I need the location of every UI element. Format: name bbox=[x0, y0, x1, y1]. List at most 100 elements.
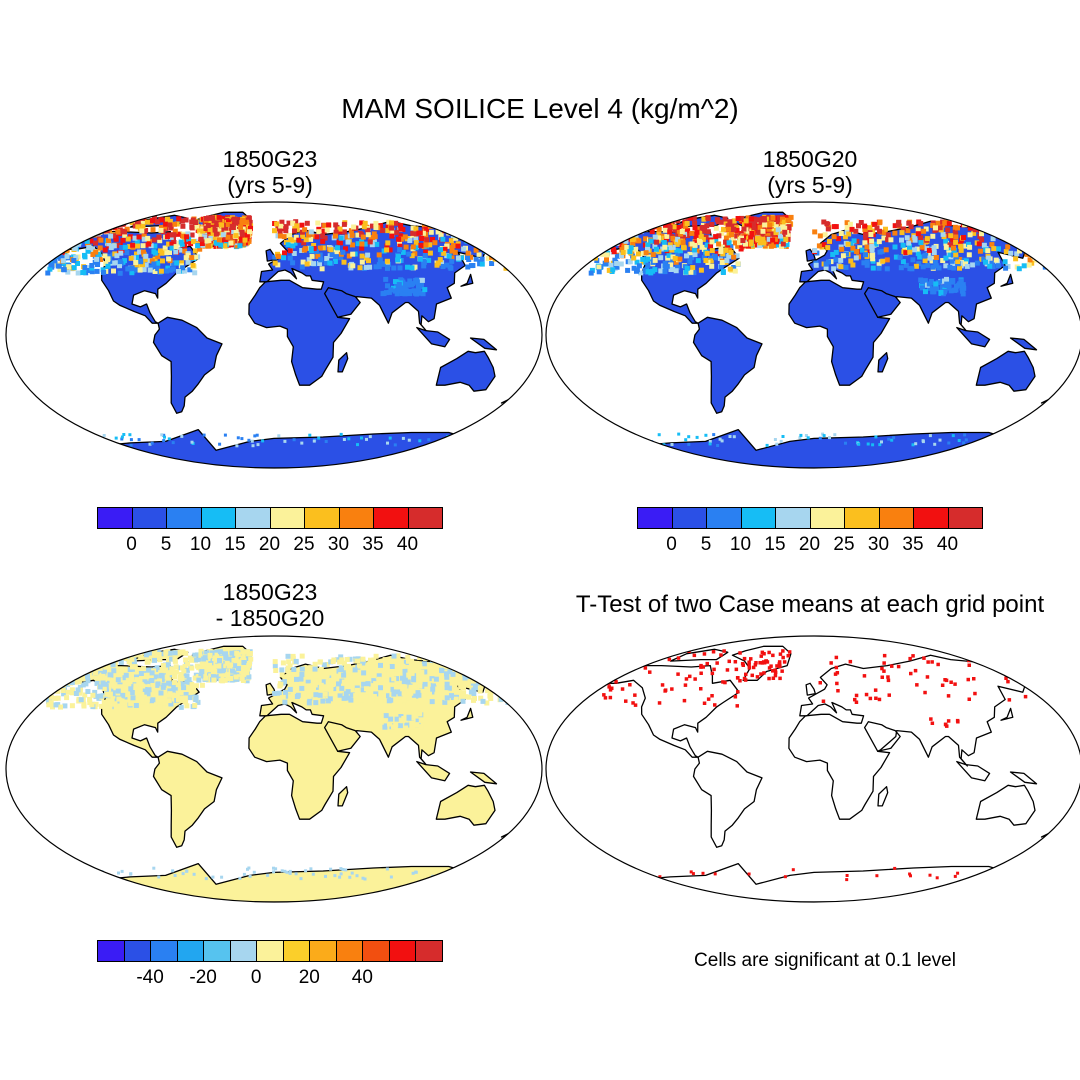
grid-cell bbox=[779, 237, 785, 243]
grid-cell bbox=[115, 242, 121, 248]
grid-cell bbox=[785, 233, 791, 239]
colorbar-swatch bbox=[150, 940, 178, 962]
grid-cell bbox=[225, 219, 231, 225]
grid-cell bbox=[378, 223, 384, 229]
colorbar-tick-label: 15 bbox=[764, 534, 786, 555]
grid-cell bbox=[396, 282, 402, 287]
grid-cell bbox=[461, 224, 466, 230]
grid-cell bbox=[137, 686, 143, 692]
grid-cell bbox=[466, 694, 472, 700]
grid-cell bbox=[296, 690, 302, 696]
grid-cell bbox=[761, 660, 766, 664]
grid-cell bbox=[92, 689, 98, 695]
grid-cell bbox=[735, 216, 741, 221]
grid-cell bbox=[741, 226, 747, 232]
colorbar-swatch bbox=[309, 940, 337, 962]
grid-cell bbox=[89, 269, 95, 275]
grid-cell bbox=[97, 221, 103, 227]
grid-cell bbox=[122, 229, 127, 235]
grid-cell bbox=[396, 236, 402, 242]
grid-cell bbox=[181, 268, 187, 274]
grid-cell bbox=[747, 872, 751, 876]
grid-cell bbox=[132, 664, 138, 670]
grid-cell bbox=[612, 235, 618, 241]
grid-cell bbox=[474, 680, 480, 686]
grid-cell bbox=[833, 249, 839, 255]
grid-cell bbox=[278, 223, 284, 229]
grid-cell bbox=[52, 258, 58, 264]
grid-cell bbox=[88, 661, 94, 667]
grid-cell bbox=[1010, 236, 1016, 242]
landmass-newGuinea bbox=[469, 771, 498, 785]
grid-cell bbox=[479, 261, 485, 267]
landmass-japan bbox=[460, 707, 474, 721]
grid-cell bbox=[1020, 225, 1026, 231]
grid-cell bbox=[459, 658, 465, 664]
grid-cell bbox=[233, 233, 239, 239]
grid-cell bbox=[380, 228, 385, 233]
grid-cell bbox=[394, 291, 400, 297]
grid-cell bbox=[780, 216, 785, 222]
grid-cell bbox=[373, 220, 379, 226]
grid-cell bbox=[479, 226, 485, 232]
grid-cell bbox=[628, 245, 634, 251]
grid-cell bbox=[1011, 233, 1017, 239]
grid-cell bbox=[389, 233, 395, 239]
grid-cell bbox=[927, 255, 933, 261]
grid-cell bbox=[235, 666, 241, 671]
grid-cell bbox=[676, 672, 680, 676]
grid-cell bbox=[403, 725, 409, 731]
grid-cell bbox=[352, 667, 358, 673]
grid-cell bbox=[355, 232, 361, 238]
landmass-antarctica bbox=[53, 428, 495, 468]
grid-cell bbox=[82, 265, 88, 270]
grid-cell bbox=[460, 223, 466, 229]
grid-cell bbox=[704, 223, 710, 229]
grid-cell bbox=[122, 433, 126, 436]
grid-cell bbox=[491, 668, 497, 674]
grid-cell bbox=[178, 671, 184, 677]
grid-cell bbox=[382, 680, 388, 686]
grid-cell bbox=[1036, 250, 1042, 256]
grid-cell bbox=[100, 222, 106, 228]
grid-cell bbox=[755, 675, 760, 679]
grid-cell bbox=[952, 228, 958, 233]
colorbar-tick-label: 0 bbox=[126, 534, 137, 555]
grid-cell bbox=[884, 266, 890, 272]
grid-cell bbox=[773, 239, 779, 245]
grid-cell bbox=[424, 237, 430, 243]
grid-cell bbox=[849, 226, 855, 232]
grid-cell bbox=[80, 270, 86, 276]
grid-cell bbox=[272, 870, 276, 874]
grid-cell bbox=[713, 225, 719, 231]
grid-cell bbox=[365, 666, 371, 672]
grid-cell bbox=[1048, 262, 1054, 268]
grid-cell bbox=[471, 231, 477, 237]
grid-cell bbox=[496, 684, 502, 689]
grid-cell bbox=[775, 664, 779, 668]
grid-cell bbox=[394, 230, 400, 236]
grid-cell bbox=[1051, 264, 1056, 270]
grid-cell bbox=[960, 291, 966, 297]
grid-cell bbox=[435, 219, 441, 225]
grid-cell bbox=[160, 677, 166, 683]
grid-cell bbox=[608, 695, 613, 700]
grid-cell bbox=[140, 249, 146, 255]
grid-cell bbox=[766, 226, 772, 232]
grid-cell bbox=[1007, 234, 1013, 240]
grid-cell bbox=[53, 695, 59, 701]
grid-cell bbox=[311, 243, 317, 248]
grid-cell bbox=[880, 258, 886, 264]
grid-cell bbox=[100, 673, 106, 679]
grid-cell bbox=[165, 670, 171, 676]
grid-cell bbox=[61, 691, 67, 697]
grid-cell bbox=[355, 874, 359, 878]
grid-cell bbox=[434, 686, 440, 692]
grid-cell bbox=[448, 265, 454, 271]
grid-cell bbox=[996, 246, 1001, 252]
grid-cell bbox=[829, 661, 833, 665]
grid-cell bbox=[70, 690, 75, 696]
grid-cell bbox=[677, 234, 683, 240]
grid-cell bbox=[411, 697, 417, 703]
grid-cell bbox=[341, 660, 347, 666]
